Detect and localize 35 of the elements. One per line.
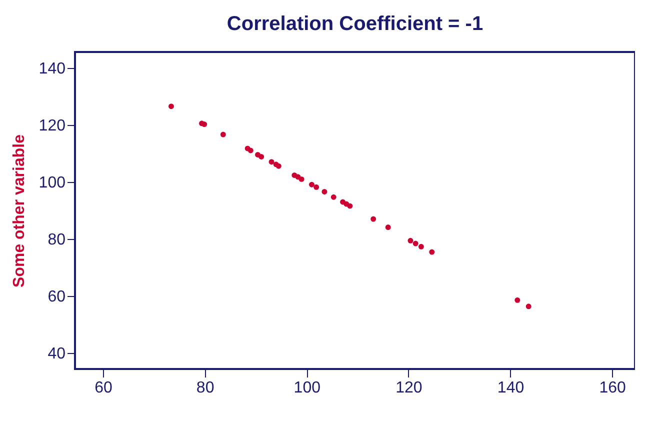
y-tick-label: 120	[38, 118, 66, 135]
y-tick-label: 140	[38, 60, 66, 78]
point	[330, 194, 336, 200]
point	[418, 244, 424, 250]
point	[308, 182, 314, 188]
point	[412, 240, 418, 246]
point	[347, 203, 353, 209]
chart-title: Correlation Coefficient = -1	[226, 13, 484, 35]
x-tick-label: 140	[497, 380, 524, 396]
y-axis-title: Some other variable	[10, 134, 28, 288]
point	[322, 188, 328, 194]
y-tick-label: 40	[48, 345, 66, 362]
point	[314, 184, 320, 190]
point	[514, 297, 520, 303]
point	[168, 104, 174, 110]
x-tick-label: 60	[94, 380, 112, 396]
point	[526, 304, 532, 310]
y-tick-label: 100	[38, 174, 66, 192]
x-tick-label: 100	[294, 380, 321, 396]
point	[370, 216, 376, 222]
point	[276, 163, 282, 169]
y-tick-label: 60	[48, 288, 66, 306]
y-tick-label: 80	[48, 231, 66, 248]
x-tick-label: 80	[196, 380, 214, 396]
point	[202, 122, 208, 128]
point	[258, 154, 264, 160]
x-tick-label: 160	[599, 380, 626, 396]
point	[429, 249, 435, 255]
point	[248, 148, 254, 154]
point	[385, 224, 391, 230]
point	[408, 238, 414, 244]
x-tick-label: 120	[396, 380, 422, 396]
point	[268, 159, 274, 165]
point	[298, 176, 304, 182]
point	[220, 132, 226, 138]
